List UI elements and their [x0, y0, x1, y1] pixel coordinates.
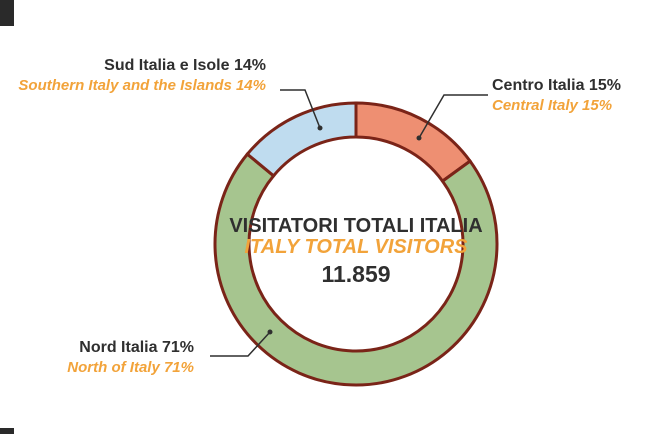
leader-center-dot — [416, 135, 422, 141]
center-title-it: VISITATORI TOTALI ITALIA — [229, 215, 482, 237]
label-center-name-en: Central Italy — [492, 97, 578, 114]
label-center-name-it: Centro Italia — [492, 77, 585, 94]
label-north-name-it: Nord Italia — [79, 339, 158, 356]
label-north-pct-en: 71% — [163, 359, 194, 376]
label-center-pct-en: 15% — [582, 97, 613, 114]
label-center: Centro Italia 15% Central Italy 15% — [492, 76, 621, 116]
label-south-pct-it: 14% — [233, 57, 266, 74]
label-north: Nord Italia 71% North of Italy 71% — [67, 338, 194, 378]
leader-north — [210, 331, 271, 357]
leader-center — [418, 94, 488, 139]
label-south-name-en: Southern Italy and the Islands — [18, 77, 232, 94]
slice-south — [245, 101, 358, 178]
label-south-name-it: Sud Italia e Isole — [104, 57, 230, 74]
leader-south — [280, 89, 321, 129]
slice-center — [354, 101, 473, 184]
leader-north-dot — [267, 329, 273, 335]
label-south: Sud Italia e Isole 14% Southern Italy an… — [18, 56, 266, 96]
slice-north — [213, 152, 499, 387]
decor-bar-bottom — [0, 428, 14, 434]
leader-south-dot — [317, 125, 323, 131]
label-south-pct-en: 14% — [235, 77, 266, 94]
label-north-name-en: North of Italy — [67, 359, 160, 376]
label-center-pct-it: 15% — [588, 77, 621, 94]
center-title-en: ITALY TOTAL VISITORS — [245, 236, 469, 258]
decor-bar-top — [0, 0, 14, 26]
center-total: 11.859 — [321, 261, 390, 287]
label-north-pct-it: 71% — [161, 339, 194, 356]
